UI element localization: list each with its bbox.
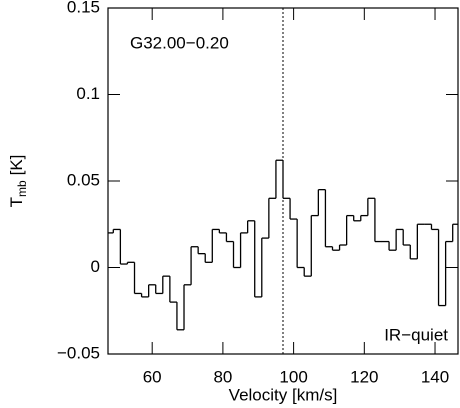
x-axis-label: Velocity [km/s] — [229, 385, 338, 404]
y-tick-label: −0.05 — [57, 343, 100, 362]
x-tick-label: 100 — [279, 367, 307, 386]
y-axis-label: Tmb [K] — [7, 155, 29, 208]
annotation: IR−quiet — [384, 325, 448, 344]
y-label-symbol: T — [7, 197, 26, 207]
y-tick-label: 0.05 — [67, 170, 100, 189]
annotation: G32.00−0.20 — [130, 33, 229, 52]
y-label-unit: [K] — [7, 155, 26, 176]
y-tick-label: 0 — [91, 257, 100, 276]
x-tick-label: 120 — [350, 367, 378, 386]
y-label-subscript: mb — [15, 180, 29, 197]
x-tick-label: 60 — [143, 367, 162, 386]
y-tick-label: 0.15 — [67, 0, 100, 16]
y-tick-label: 0.1 — [76, 84, 100, 103]
x-tick-label: 140 — [421, 367, 449, 386]
x-tick-label: 80 — [213, 367, 232, 386]
